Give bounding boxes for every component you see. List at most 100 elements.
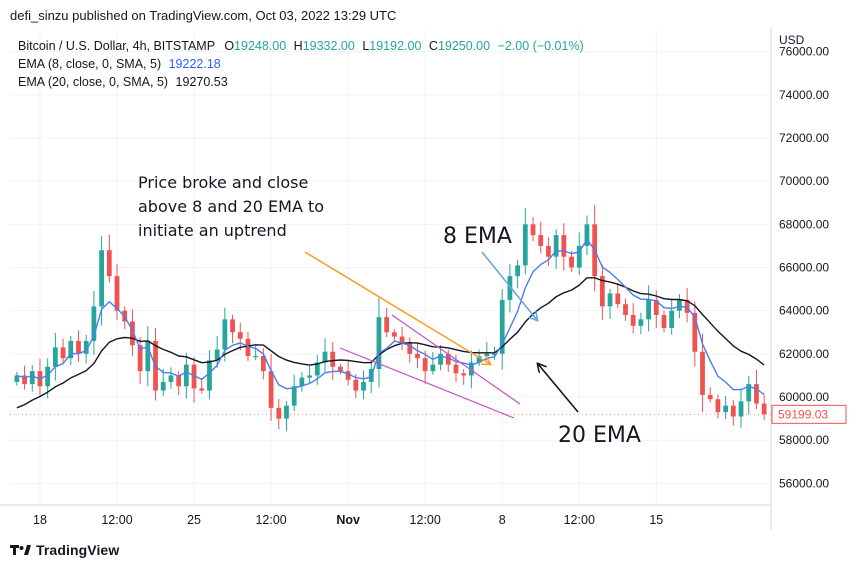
candle <box>361 370 366 400</box>
candle-body <box>222 319 228 350</box>
candle-body <box>45 366 51 387</box>
candle-body <box>453 364 459 374</box>
candle-body <box>569 256 574 268</box>
candle-body <box>615 293 621 305</box>
candle-body <box>623 304 628 315</box>
candle <box>145 326 151 387</box>
black-arrow <box>538 364 579 413</box>
candle <box>445 349 451 373</box>
candle-body <box>630 315 636 326</box>
candle-body <box>422 358 428 372</box>
ema8-value: 19222.18 <box>168 57 221 71</box>
candle <box>222 307 228 362</box>
candle <box>669 299 675 335</box>
candle-body <box>538 235 544 246</box>
x-tick-label: 8 <box>499 513 506 527</box>
candle <box>422 350 428 384</box>
candle-body <box>684 299 690 313</box>
candle-body <box>584 224 590 246</box>
candle-body <box>692 312 698 352</box>
candle-body <box>176 375 182 387</box>
axes: USD 56000.00 58000.00 60000.00 62000.00 64000… <box>0 28 847 530</box>
candle <box>522 208 528 275</box>
y-tick-label: 64000.00 <box>779 304 829 318</box>
candle <box>68 335 74 365</box>
candle-body <box>291 386 297 406</box>
x-tick-label: 12:00 <box>410 513 441 527</box>
candle <box>14 371 20 386</box>
candle <box>307 364 312 384</box>
y-tick-label: 74000.00 <box>779 88 829 102</box>
x-tick-label: 25 <box>187 513 201 527</box>
ema8-row[interactable]: EMA (8, close, 0, SMA, 5) 19222.18 <box>18 55 584 73</box>
candle <box>430 352 436 375</box>
candle-body <box>361 381 366 391</box>
orange-arrow <box>304 251 490 364</box>
candle-body <box>492 353 497 356</box>
currency-label: USD <box>779 33 805 47</box>
open-label: O <box>224 39 235 53</box>
candle-body <box>299 377 305 387</box>
candle-body <box>168 375 174 382</box>
candle <box>553 229 559 270</box>
candle-body <box>199 388 205 391</box>
candle-body <box>68 340 74 359</box>
candle <box>415 343 420 368</box>
candle <box>52 332 58 381</box>
candle <box>661 310 667 333</box>
candle-body <box>260 356 266 372</box>
candle <box>29 365 35 392</box>
candle-body <box>484 353 490 357</box>
candle <box>515 259 521 289</box>
y-tick-label: 56000.00 <box>779 476 829 490</box>
candle-body <box>214 349 220 361</box>
candle <box>499 289 505 370</box>
footer: TradingView <box>10 542 119 558</box>
candle-body <box>237 332 243 339</box>
candle <box>607 288 613 319</box>
candle-body <box>653 299 659 315</box>
chart-legend: Bitcoin / U.S. Dollar, 4h, BITSTAMP O192… <box>18 37 584 91</box>
candle <box>638 312 644 335</box>
ema20-row[interactable]: EMA (20, close, 0, SMA, 5) 19270.53 <box>18 73 584 91</box>
candle-body <box>438 353 443 365</box>
candle-body <box>114 276 120 311</box>
candle <box>538 221 544 254</box>
close-value: 19250.00 <box>437 39 491 53</box>
last-price-label: 59199.03 <box>778 407 828 421</box>
tradingview-logo-icon[interactable] <box>10 543 32 557</box>
candle-body <box>76 340 81 354</box>
ohlc-row: Bitcoin / U.S. Dollar, 4h, BITSTAMP O 192… <box>18 37 584 55</box>
candle-body <box>130 321 135 346</box>
x-tick-label: 12:00 <box>101 513 132 527</box>
low-label: L <box>362 39 370 53</box>
y-tick-label: 62000.00 <box>779 347 829 361</box>
candle <box>599 264 605 320</box>
candle <box>569 250 574 272</box>
change-value: −2.00 (−0.01%) <box>497 39 584 53</box>
candle <box>700 333 705 413</box>
candle <box>160 368 166 397</box>
candle-body <box>345 371 351 380</box>
last-price-tag <box>771 404 847 424</box>
y-tick-label: 70000.00 <box>779 174 829 188</box>
candle <box>199 377 205 394</box>
candle <box>176 371 182 396</box>
candle-body <box>284 405 289 419</box>
candle-body <box>638 319 644 326</box>
symbol-label[interactable]: Bitcoin / U.S. Dollar, 4h, BITSTAMP <box>18 39 215 53</box>
candle-body <box>353 379 359 391</box>
candle <box>615 283 621 309</box>
label-8ema: 8 EMA <box>443 224 512 249</box>
candle-body <box>183 364 189 387</box>
candle-body <box>754 384 759 404</box>
candle-body <box>476 356 482 363</box>
candle-body <box>276 407 282 419</box>
tradingview-brand[interactable]: TradingView <box>36 542 120 558</box>
candle-body <box>677 299 682 311</box>
candle-body <box>499 299 505 354</box>
candle-body <box>52 347 58 367</box>
candle-body <box>461 373 467 376</box>
high-label: H <box>293 39 303 53</box>
